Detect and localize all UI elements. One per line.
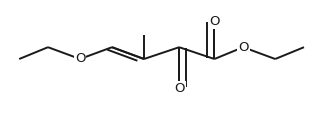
Text: O: O — [209, 15, 220, 28]
Text: O: O — [174, 82, 184, 95]
Text: O: O — [75, 53, 85, 65]
Text: O: O — [238, 41, 248, 54]
